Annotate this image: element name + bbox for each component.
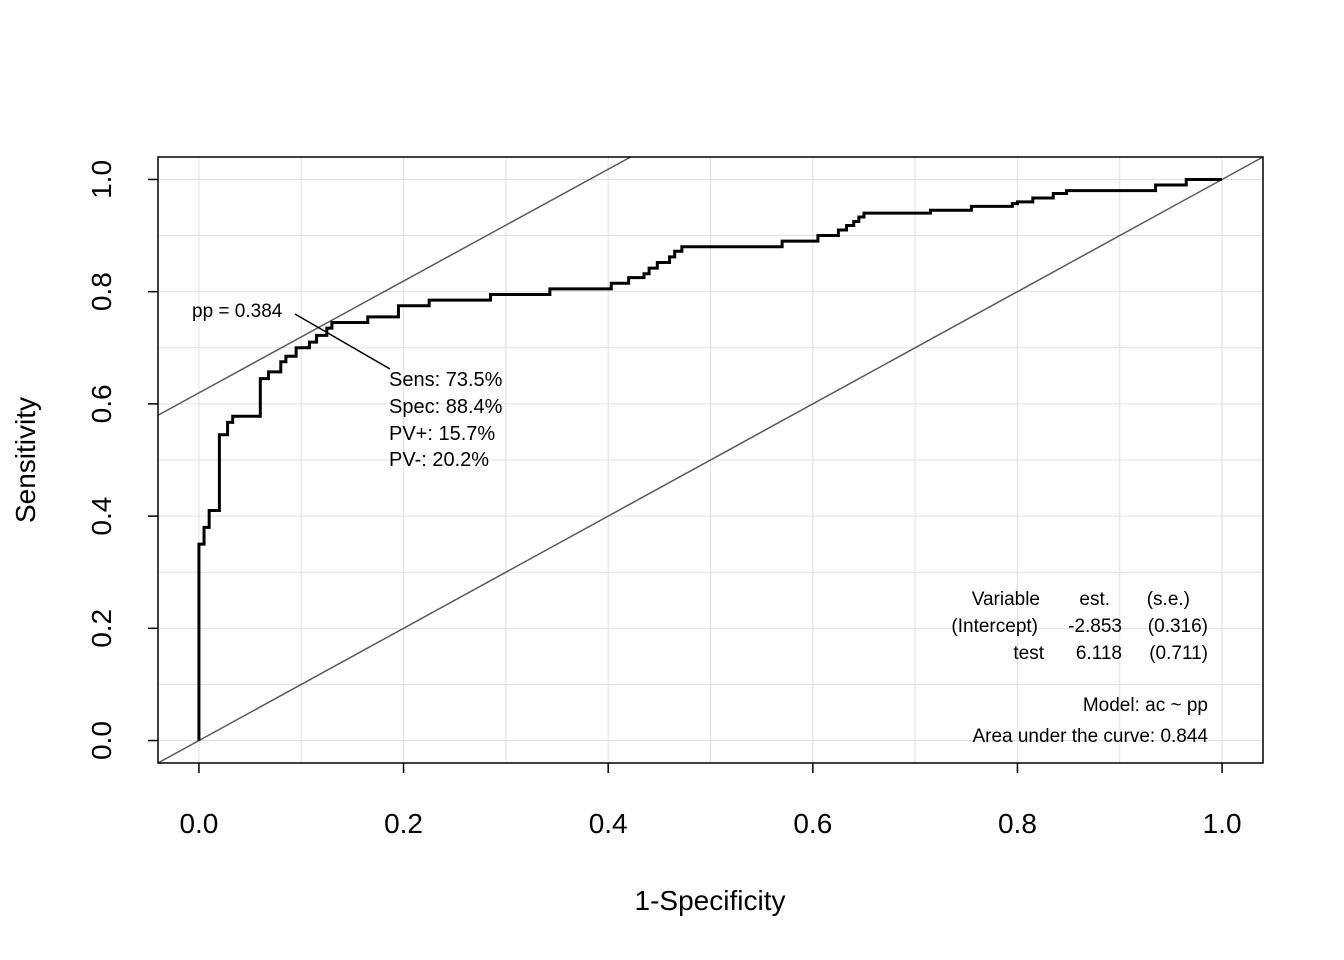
npv-label: PV-: 20.2% <box>389 449 489 471</box>
reference-lines <box>157 156 1264 764</box>
model-formula: Model: ac ~ pp <box>1083 695 1208 716</box>
y-tick-label: 0.2 <box>86 609 117 648</box>
cutoff-pointer-line <box>294 313 391 370</box>
ppv-label: PV+: 15.7% <box>389 423 495 445</box>
x-tick-label: 0.2 <box>384 808 423 839</box>
x-tick-label: 0.6 <box>793 808 832 839</box>
reference-line <box>157 156 631 416</box>
coef-row-est: 6.118 <box>1076 643 1122 664</box>
roc-curve <box>197 177 1223 741</box>
x-tick-label: 1.0 <box>1203 808 1242 839</box>
cutoff-label: pp = 0.384 <box>192 301 283 322</box>
reference-line <box>157 156 1264 764</box>
coef-header-variable: Variable <box>972 589 1040 610</box>
y-axis-label: Sensitivity <box>10 397 41 523</box>
coef-row-se: (0.711) <box>1149 643 1208 664</box>
coef-row-est: -2.853 <box>1068 616 1122 637</box>
coef-header-se: (s.e.) <box>1147 589 1190 610</box>
grid <box>158 157 1263 763</box>
plot-frame <box>157 156 1264 764</box>
y-tick-label: 0.6 <box>86 384 117 423</box>
y-axis: 0.0 0.2 0.4 0.6 0.8 1.0 <box>86 160 158 760</box>
y-tick-label: 0.0 <box>86 721 117 760</box>
sensitivity-label: Sens: 73.5% <box>389 369 503 391</box>
x-axis-label: 1-Specificity <box>635 885 786 916</box>
specificity-label: Spec: 88.4% <box>389 396 503 418</box>
coef-row-variable: test <box>1013 643 1044 664</box>
x-tick-label: 0.0 <box>179 808 218 839</box>
y-tick-label: 0.8 <box>86 272 117 311</box>
x-axis: 0.0 0.2 0.4 0.6 0.8 1.0 <box>179 763 1242 839</box>
y-tick-label: 1.0 <box>86 160 117 199</box>
coef-header-est: est. <box>1079 589 1110 610</box>
x-tick-label: 0.4 <box>589 808 628 839</box>
auc-label: Area under the curve: 0.844 <box>972 726 1208 747</box>
coef-row-variable: (Intercept) <box>951 616 1038 637</box>
coef-row-se: (0.316) <box>1148 616 1208 637</box>
y-tick-label: 0.4 <box>86 497 117 536</box>
x-tick-label: 0.8 <box>998 808 1037 839</box>
coefficient-table: Variable est. (s.e.) (Intercept) -2.853 … <box>951 589 1208 664</box>
